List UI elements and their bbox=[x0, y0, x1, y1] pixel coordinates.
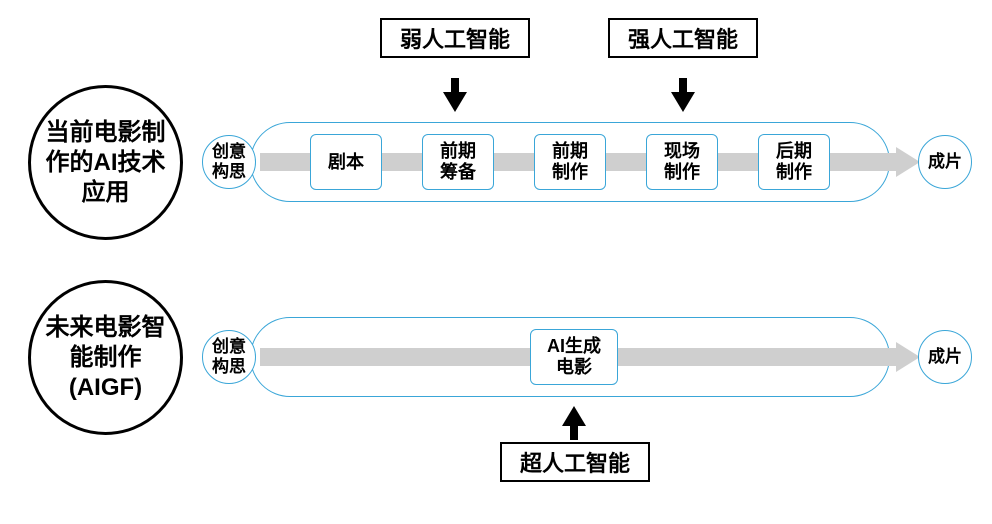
stage-box: 后期 制作 bbox=[758, 134, 830, 190]
start-text: 创意 构思 bbox=[212, 142, 246, 181]
arrow-up-icon bbox=[562, 406, 586, 426]
end-text: 成片 bbox=[928, 152, 962, 172]
end-circle-1: 成片 bbox=[918, 135, 972, 189]
arrow-down-icon bbox=[443, 92, 467, 112]
label-strong-ai: 强人工智能 bbox=[608, 18, 758, 58]
stage-box: 前期 制作 bbox=[534, 134, 606, 190]
title-text: 未来电影智 能制作 (AIGF) bbox=[46, 313, 166, 403]
title-circle-current: 当前电影制 作的AI技术 应用 bbox=[28, 85, 183, 240]
end-circle-2: 成片 bbox=[918, 330, 972, 384]
stage-box: 现场 制作 bbox=[646, 134, 718, 190]
stage-box: 前期 筹备 bbox=[422, 134, 494, 190]
start-text: 创意 构思 bbox=[212, 337, 246, 376]
arrow-down-icon bbox=[671, 92, 695, 112]
start-circle-1: 创意 构思 bbox=[202, 135, 256, 189]
flow-arrow-head-1 bbox=[896, 147, 920, 177]
label-super-ai: 超人工智能 bbox=[500, 442, 650, 482]
title-circle-future: 未来电影智 能制作 (AIGF) bbox=[28, 280, 183, 435]
stage-box: 剧本 bbox=[310, 134, 382, 190]
title-text: 当前电影制 作的AI技术 应用 bbox=[46, 118, 166, 208]
end-text: 成片 bbox=[928, 347, 962, 367]
stage-box-aigf: AI生成 电影 bbox=[530, 329, 618, 385]
label-weak-ai: 弱人工智能 bbox=[380, 18, 530, 58]
flow-arrow-head-2 bbox=[896, 342, 920, 372]
start-circle-2: 创意 构思 bbox=[202, 330, 256, 384]
